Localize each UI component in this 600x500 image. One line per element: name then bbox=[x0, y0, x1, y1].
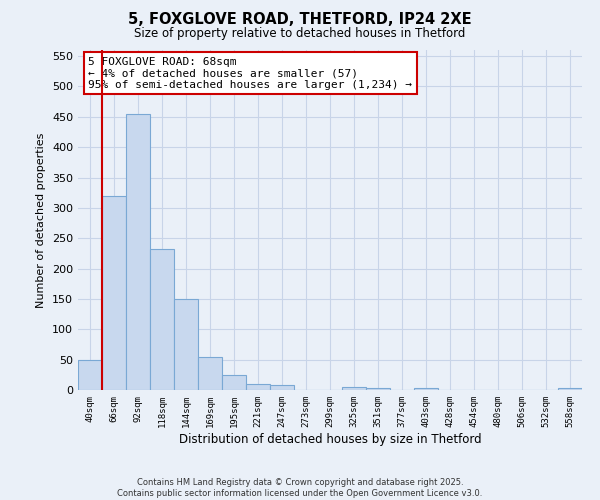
X-axis label: Distribution of detached houses by size in Thetford: Distribution of detached houses by size … bbox=[179, 432, 481, 446]
Bar bbox=[558, 388, 582, 390]
Bar bbox=[174, 299, 198, 390]
Bar bbox=[150, 249, 174, 390]
Bar bbox=[78, 360, 102, 390]
Y-axis label: Number of detached properties: Number of detached properties bbox=[37, 132, 46, 308]
Bar bbox=[342, 387, 366, 390]
Text: Size of property relative to detached houses in Thetford: Size of property relative to detached ho… bbox=[134, 28, 466, 40]
Bar bbox=[270, 385, 294, 390]
Bar bbox=[222, 375, 246, 390]
Text: Contains HM Land Registry data © Crown copyright and database right 2025.
Contai: Contains HM Land Registry data © Crown c… bbox=[118, 478, 482, 498]
Bar bbox=[246, 384, 270, 390]
Bar bbox=[198, 356, 222, 390]
Text: 5, FOXGLOVE ROAD, THETFORD, IP24 2XE: 5, FOXGLOVE ROAD, THETFORD, IP24 2XE bbox=[128, 12, 472, 28]
Bar bbox=[414, 388, 438, 390]
Bar bbox=[366, 388, 390, 390]
Bar bbox=[102, 196, 126, 390]
Text: 5 FOXGLOVE ROAD: 68sqm
← 4% of detached houses are smaller (57)
95% of semi-deta: 5 FOXGLOVE ROAD: 68sqm ← 4% of detached … bbox=[88, 57, 412, 90]
Bar bbox=[126, 114, 150, 390]
